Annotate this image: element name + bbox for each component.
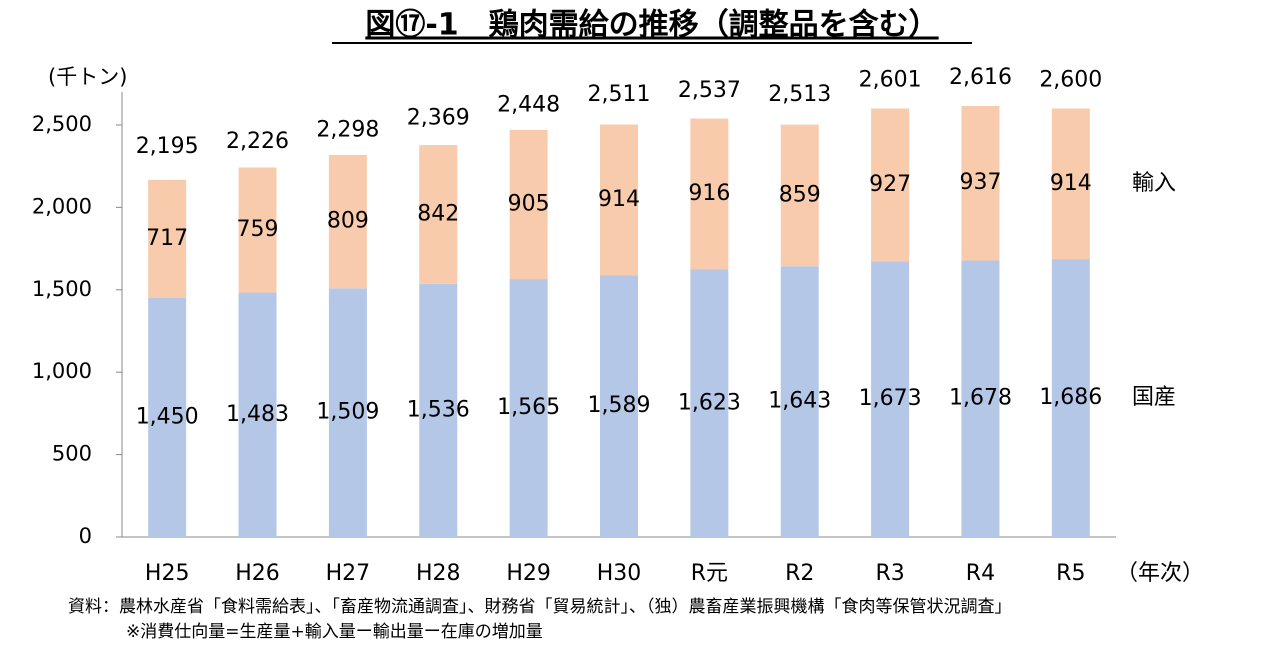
x-tick-label: R3 bbox=[875, 561, 904, 586]
y-tick-label: 1,500 bbox=[32, 277, 92, 301]
data-label: 842 bbox=[417, 201, 459, 226]
y-tick-label: 0 bbox=[79, 524, 92, 548]
chart-title: 図⑰-1 鶏肉需給の推移（調整品を含む） bbox=[365, 8, 938, 43]
data-label: 937 bbox=[959, 170, 1001, 195]
y-tick-label: 2,500 bbox=[32, 112, 92, 136]
data-label: 859 bbox=[779, 182, 821, 207]
x-tick-label: H29 bbox=[506, 561, 551, 586]
legend-label: 輸入 bbox=[1132, 171, 1176, 196]
data-label: 916 bbox=[688, 181, 730, 206]
total-label: 2,537 bbox=[678, 78, 741, 103]
y-tick-label: 500 bbox=[52, 442, 92, 466]
data-label: 1,483 bbox=[226, 402, 289, 427]
data-label: 759 bbox=[237, 217, 279, 242]
data-label: 914 bbox=[598, 187, 640, 212]
bar-segment bbox=[509, 279, 548, 537]
bar-segment bbox=[871, 261, 910, 537]
data-label: 1,589 bbox=[588, 393, 651, 418]
y-tick-label: 2,000 bbox=[32, 194, 92, 218]
bar-segment bbox=[238, 292, 277, 537]
data-label: 1,509 bbox=[316, 400, 379, 425]
total-label: 2,513 bbox=[768, 82, 831, 107]
data-label: 1,643 bbox=[768, 389, 831, 414]
data-label: 927 bbox=[869, 172, 911, 197]
bar-segment bbox=[238, 167, 277, 293]
total-label: 2,448 bbox=[497, 93, 560, 118]
x-tick-label: H27 bbox=[326, 561, 371, 586]
x-tick-label: H28 bbox=[416, 561, 461, 586]
data-label: 1,565 bbox=[497, 395, 560, 420]
bar-segment bbox=[1051, 108, 1090, 260]
bar-segment bbox=[780, 124, 819, 267]
bar-segment bbox=[148, 179, 187, 299]
bar-segment bbox=[690, 269, 729, 537]
legend-label: 国産 bbox=[1132, 385, 1176, 410]
bar-segment bbox=[419, 145, 458, 284]
bar-segment bbox=[961, 260, 1000, 537]
x-tick-label: H30 bbox=[597, 561, 642, 586]
data-label: 1,450 bbox=[136, 405, 199, 430]
data-label: 905 bbox=[508, 191, 550, 216]
x-tick-label: R2 bbox=[785, 561, 814, 586]
total-label: 2,511 bbox=[588, 82, 651, 107]
data-label: 717 bbox=[146, 226, 188, 251]
x-tick-label: H25 bbox=[145, 561, 190, 586]
x-tick-label: R元 bbox=[691, 561, 728, 586]
x-suffix: （年次） bbox=[1116, 561, 1204, 586]
data-label: 809 bbox=[327, 209, 369, 234]
bar-segment bbox=[328, 154, 367, 289]
bar-segment bbox=[509, 129, 548, 280]
bar-segment bbox=[961, 106, 1000, 261]
x-tick-label: R4 bbox=[966, 561, 995, 586]
total-label: 2,601 bbox=[859, 67, 922, 92]
total-label: 2,226 bbox=[226, 129, 289, 154]
bar-segment bbox=[690, 118, 729, 270]
bar-segment bbox=[419, 283, 458, 537]
bar-segment bbox=[780, 266, 819, 537]
data-label: 914 bbox=[1050, 171, 1092, 196]
total-label: 2,195 bbox=[136, 134, 199, 159]
bar-segment bbox=[600, 124, 638, 276]
bar-segment bbox=[600, 275, 638, 537]
data-label: 1,536 bbox=[407, 397, 470, 422]
total-label: 2,298 bbox=[316, 117, 379, 142]
x-tick-label: R5 bbox=[1056, 561, 1085, 586]
note: 資料：農林水産省「食料需給表」、「畜産物流通調査」、財務省「貿易統計」、（独）農… bbox=[68, 597, 1012, 617]
data-label: 1,673 bbox=[859, 386, 922, 411]
note: ※消費仕向量=生産量+輸入量ー輸出量ー在庫の増加量 bbox=[126, 622, 543, 642]
bar-segment bbox=[871, 108, 910, 262]
total-label: 2,600 bbox=[1039, 67, 1102, 92]
y-axis-label: (千トン) bbox=[48, 65, 127, 89]
data-label: 1,686 bbox=[1039, 385, 1102, 410]
bar-segment bbox=[1051, 259, 1090, 537]
bar-segment bbox=[148, 298, 187, 537]
total-label: 2,616 bbox=[949, 65, 1012, 90]
bar-segment bbox=[328, 288, 367, 537]
data-label: 1,623 bbox=[678, 390, 741, 415]
x-tick-label: H26 bbox=[235, 561, 280, 586]
total-label: 2,369 bbox=[407, 106, 470, 131]
data-label: 1,678 bbox=[949, 386, 1012, 411]
y-tick-label: 1,000 bbox=[32, 359, 92, 383]
